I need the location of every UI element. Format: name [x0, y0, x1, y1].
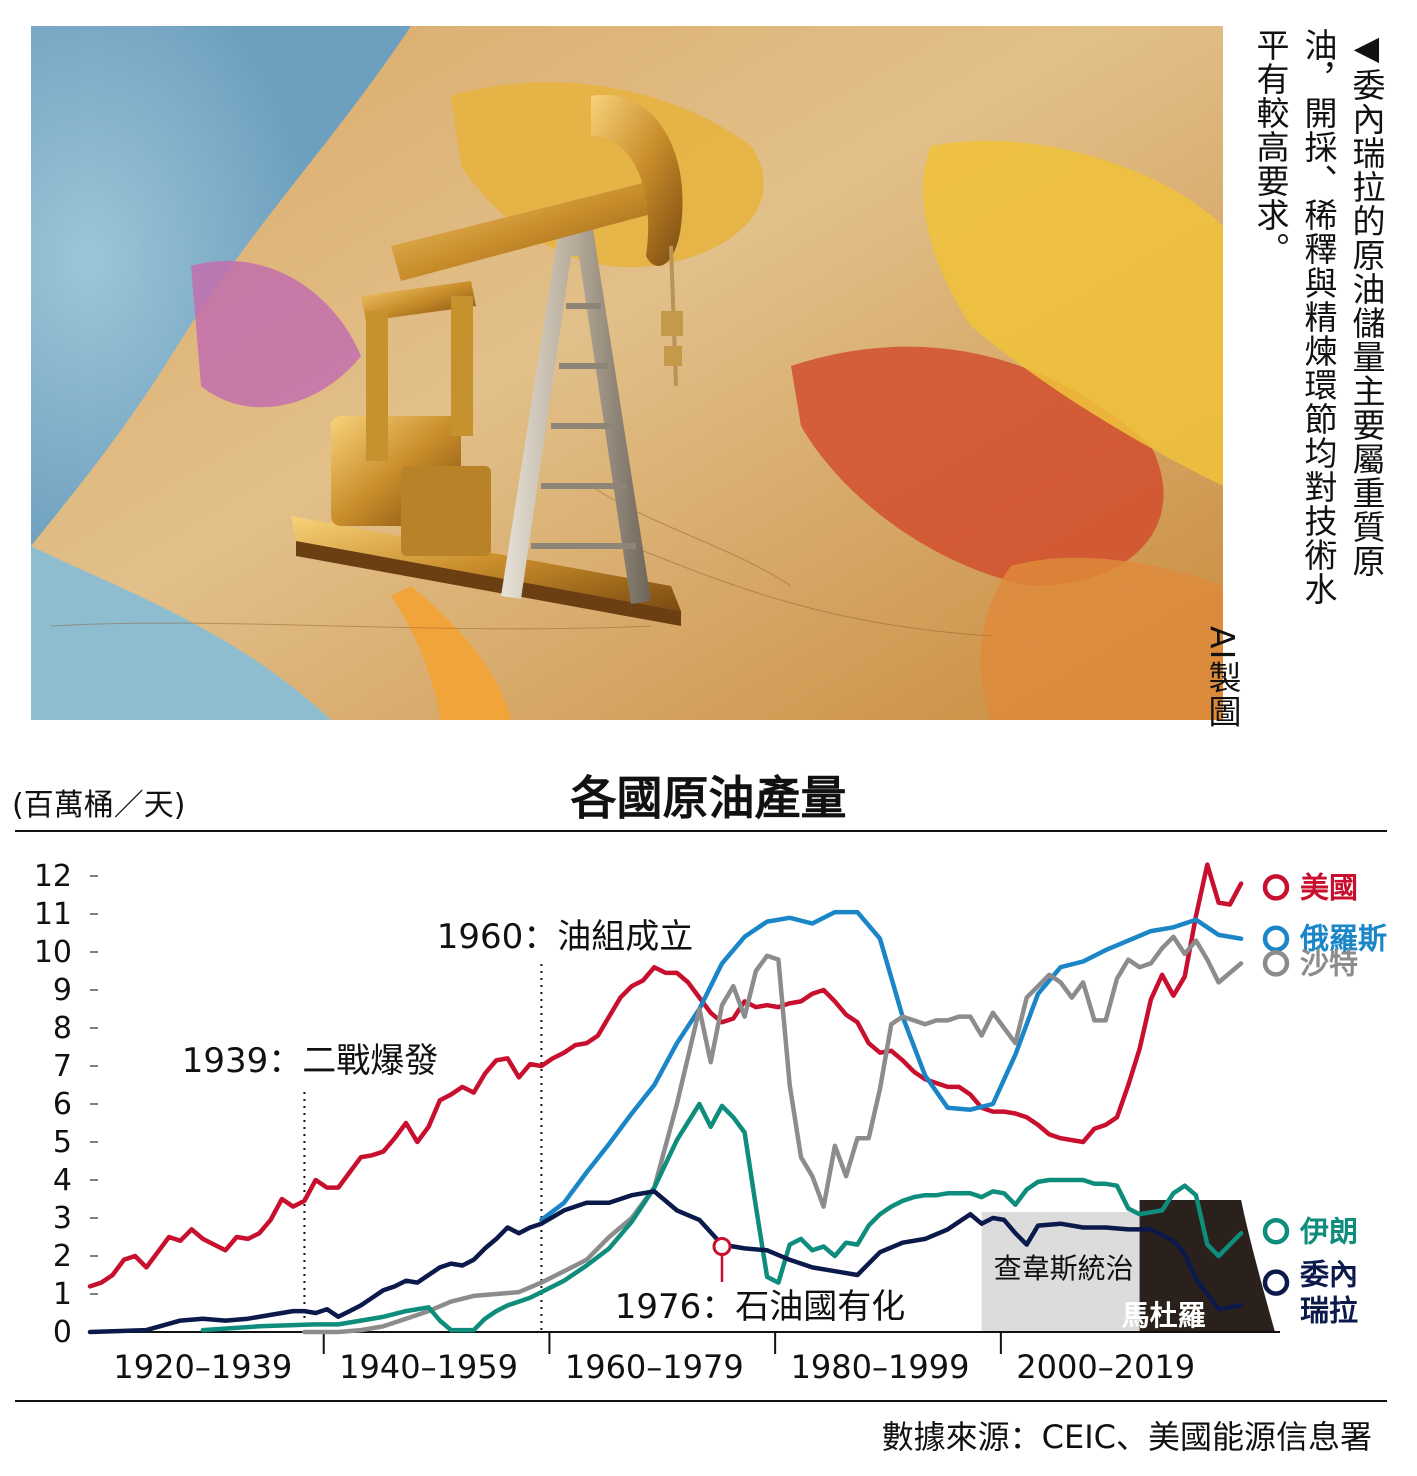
series-line-us [87, 862, 1244, 1289]
oil-pump-map-image [31, 26, 1223, 720]
end-marker-saudi [1262, 950, 1290, 977]
chart-title: 各國原油產量 [570, 771, 847, 825]
series-line-saudi [302, 934, 1244, 1335]
series-line-iran [200, 1101, 1244, 1333]
end-marker-russia [1262, 925, 1290, 952]
y-tick-label: 1 [53, 1277, 72, 1312]
end-label-iran: 伊朗 [1299, 1214, 1358, 1248]
series-line-russia [539, 909, 1244, 1223]
x-group-label: 2000–2019 [1016, 1348, 1195, 1386]
y-tick-label: 7 [53, 1049, 72, 1084]
ww2-annotation: 1939：二戰爆發 [182, 1041, 439, 1081]
end-label-russia: 俄羅斯 [1299, 922, 1387, 956]
data-source: 數據來源：CEIC、美國能源信息署 [881, 1418, 1372, 1456]
caption-line-2: 油，開採、稀釋與精煉環節均對技術水 [1299, 28, 1338, 606]
x-group-label: 1920–1939 [113, 1348, 292, 1386]
y-axis-unit: (百萬桶／天) [12, 788, 186, 823]
y-tick-label: 11 [34, 897, 72, 932]
x-group-label: 1940–1959 [339, 1348, 518, 1386]
y-tick-label: 10 [34, 935, 72, 970]
nationalisation-marker [712, 1237, 732, 1256]
y-tick-label: 5 [53, 1125, 72, 1160]
x-group-label: 1960–1979 [565, 1348, 744, 1386]
opec-annotation: 1960：油組成立 [437, 917, 694, 957]
x-group-label: 1980–1999 [791, 1348, 970, 1386]
bottom-rule [15, 1400, 1387, 1402]
y-tick-label: 3 [53, 1201, 72, 1236]
chavez-era-band [981, 1212, 1140, 1332]
series-line-venezuela [87, 1189, 1244, 1335]
end-label-saudi: 沙特 [1300, 946, 1358, 980]
end-label-venezuela: 委內 [1300, 1258, 1358, 1292]
chavez-era-label: 查韋斯統治 [994, 1252, 1134, 1285]
end-label-venezuela: 瑞拉 [1300, 1294, 1358, 1328]
top-rule [15, 830, 1387, 832]
maduro-era-label: 馬杜羅 [1122, 1299, 1206, 1332]
y-tick-label: 4 [53, 1163, 72, 1198]
photo-caption: ◀委內瑞拉的原油儲量主要屬重質原 油，開採、稀釋與精煉環節均對技術水 平有較高要… [1203, 28, 1390, 728]
y-tick-label: 2 [53, 1239, 72, 1274]
caption-line-3: 平有較高要求。 [1251, 28, 1290, 266]
y-tick-label: 6 [53, 1087, 72, 1122]
y-tick-label: 9 [53, 973, 72, 1008]
end-marker-us [1262, 874, 1290, 901]
end-marker-venezuela [1262, 1269, 1290, 1296]
oil-pump-photo [31, 26, 1223, 720]
nationalisation-annotation: 1976：石油國有化 [615, 1287, 906, 1327]
y-tick-label: 12 [34, 859, 72, 894]
end-marker-iran [1262, 1218, 1290, 1245]
y-tick-label: 8 [53, 1011, 72, 1046]
end-label-us: 美國 [1300, 870, 1358, 904]
caption-line-1: ◀委內瑞拉的原油儲量主要屬重質原 [1347, 28, 1386, 578]
y-tick-label: 0 [53, 1315, 72, 1350]
caption-credit: AI製圖 [1203, 625, 1242, 728]
